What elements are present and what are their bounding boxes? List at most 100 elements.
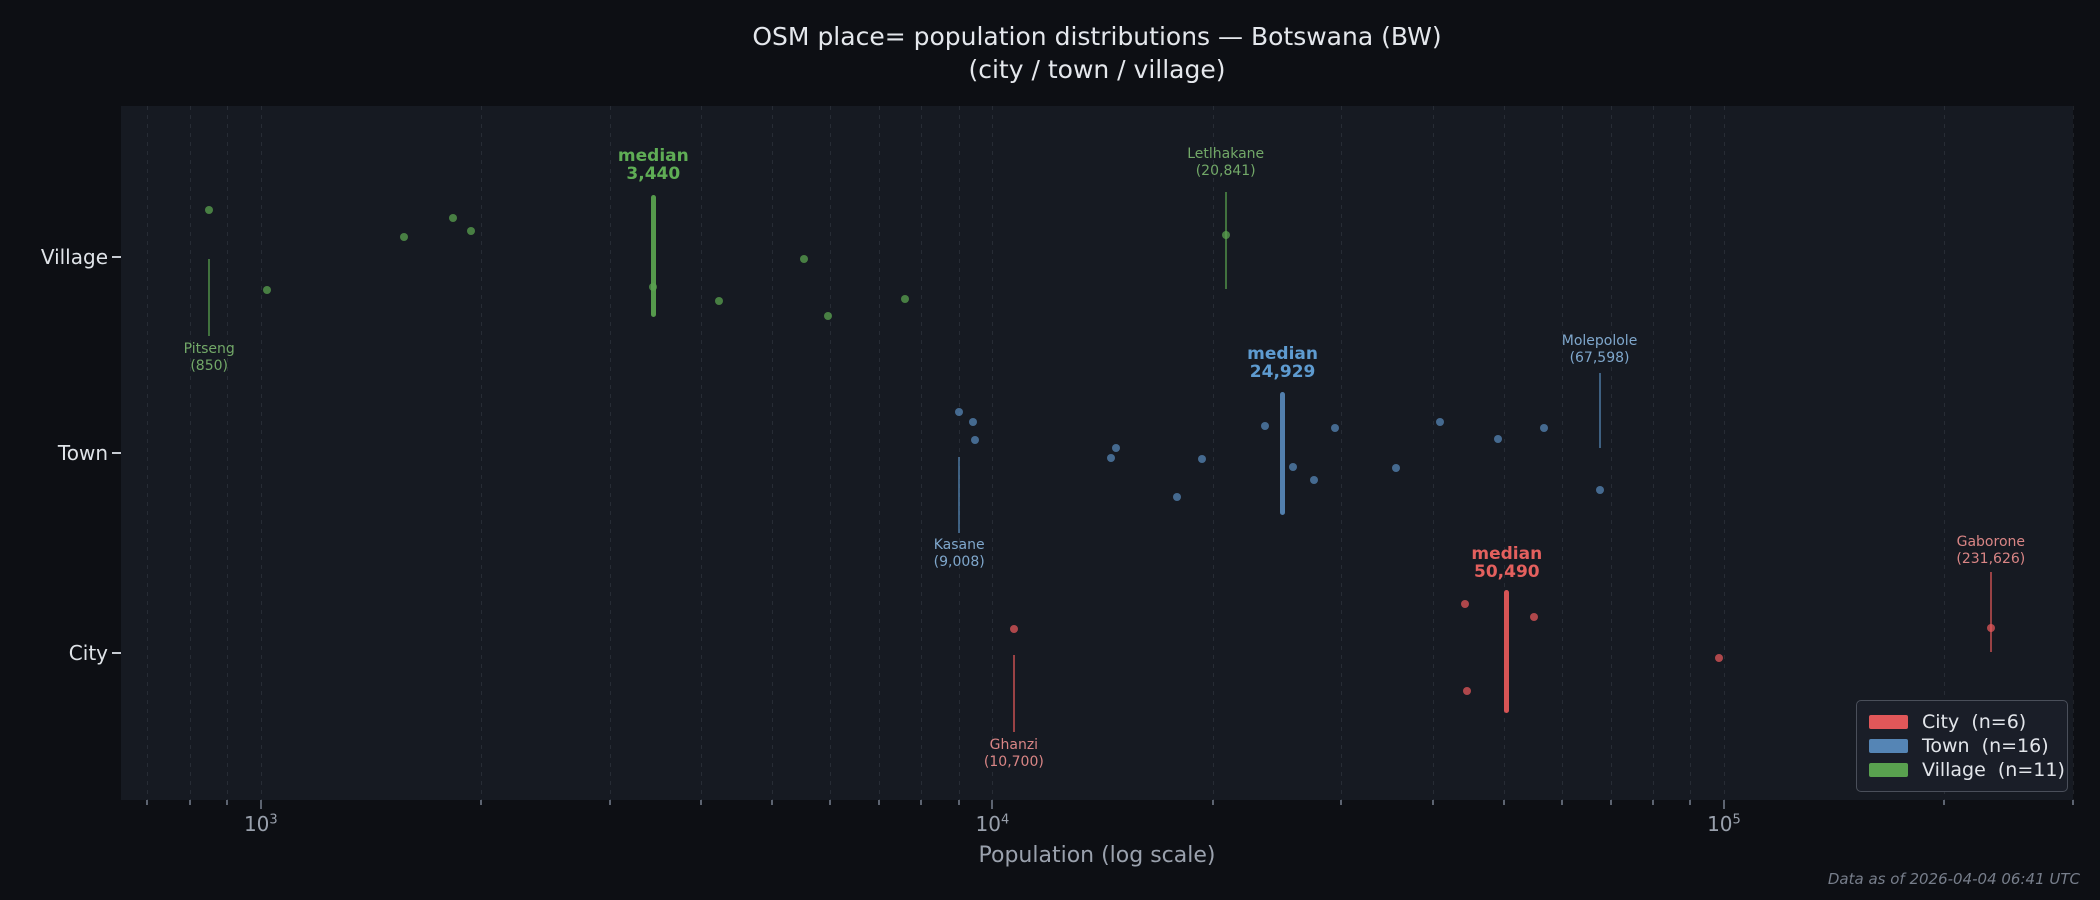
town-point xyxy=(1197,455,1206,463)
x-gridline xyxy=(879,106,881,800)
village-median-line xyxy=(650,195,656,317)
x-minor-tick xyxy=(829,800,832,805)
legend-label: Town (n=16) xyxy=(1922,735,2049,757)
village-point xyxy=(263,286,272,294)
x-minor-tick xyxy=(480,800,483,805)
x-gridline xyxy=(2073,106,2074,800)
city-median-label: median 50,490 xyxy=(1471,544,1543,582)
x-minor-tick xyxy=(1689,800,1692,805)
x-minor-tick xyxy=(1502,800,1505,805)
y-tick-mark xyxy=(112,452,121,454)
x-tick-label: 105 xyxy=(1707,812,1741,836)
y-tick-label-village: Village xyxy=(40,245,108,269)
x-minor-tick xyxy=(1560,800,1563,805)
annotation-molepolole-label: Molepolole (67,598) xyxy=(1561,333,1638,366)
town-point xyxy=(1309,476,1318,484)
village-point xyxy=(649,283,658,291)
town-point xyxy=(1391,464,1400,472)
legend-swatch xyxy=(1869,715,1908,729)
x-gridline xyxy=(1503,106,1505,800)
x-gridline xyxy=(481,106,483,800)
legend: City (n=6) Town (n=16) Village (n=11) xyxy=(1856,700,2068,792)
town-point xyxy=(1595,486,1604,494)
x-gridline xyxy=(921,106,923,800)
legend-swatch xyxy=(1869,763,1908,777)
town-median-line xyxy=(1280,392,1286,515)
x-axis-label: Population (log scale) xyxy=(978,843,1216,868)
y-tick-label-town: Town xyxy=(57,441,108,465)
village-point xyxy=(823,312,832,320)
x-gridline xyxy=(1432,106,1434,800)
x-gridline xyxy=(227,106,229,800)
x-major-tick xyxy=(991,800,994,809)
village-point xyxy=(900,295,909,303)
legend-item: Village (n=11) xyxy=(1869,758,2065,782)
x-gridline xyxy=(1690,106,1692,800)
x-gridline xyxy=(260,106,262,800)
legend-swatch xyxy=(1869,739,1908,753)
x-minor-tick xyxy=(1609,800,1612,805)
town-point xyxy=(971,436,980,444)
chart-subtitle: (city / town / village) xyxy=(968,55,1226,84)
x-gridline xyxy=(830,106,832,800)
y-tick-mark xyxy=(112,652,121,654)
annotation-ghanzi-label: Ghanzi (10,700) xyxy=(983,737,1044,770)
legend-item: Town (n=16) xyxy=(1869,734,2055,758)
x-gridline xyxy=(1723,106,1725,800)
village-point xyxy=(400,233,409,241)
x-minor-tick xyxy=(957,800,960,805)
x-tick-label: 103 xyxy=(243,812,278,836)
legend-item: City (n=6) xyxy=(1869,710,2055,734)
city-point xyxy=(1530,613,1539,621)
title-block: OSM place= population distributions — Bo… xyxy=(121,20,2073,86)
x-minor-tick xyxy=(1943,800,1946,805)
town-point xyxy=(1107,454,1116,462)
x-gridline xyxy=(1212,106,1214,800)
annotation-kasane-line xyxy=(958,457,961,533)
x-gridline xyxy=(189,106,191,800)
y-tick-mark xyxy=(112,256,121,258)
village-point xyxy=(715,297,724,305)
city-point xyxy=(1009,625,1018,633)
x-gridline xyxy=(1341,106,1343,800)
x-gridline xyxy=(1561,106,1563,800)
town-point xyxy=(1260,422,1269,430)
x-minor-tick xyxy=(1211,800,1214,805)
x-minor-tick xyxy=(226,800,229,805)
village-median-label: median 3,440 xyxy=(617,146,689,184)
annotation-letlhakane-label: Letlhakane (20,841) xyxy=(1187,146,1265,179)
annotation-letlhakane-line xyxy=(1224,192,1227,289)
annotation-molepolole-line xyxy=(1598,373,1601,448)
town-point xyxy=(955,408,964,416)
village-point xyxy=(205,206,214,214)
town-point xyxy=(1112,444,1121,452)
x-gridline xyxy=(701,106,703,800)
town-point xyxy=(1494,435,1503,443)
x-tick-label: 104 xyxy=(975,812,1010,836)
annotation-gaborone-label: Gaborone (231,626) xyxy=(1956,534,2026,567)
x-minor-tick xyxy=(1431,800,1434,805)
x-gridline xyxy=(147,106,149,800)
city-point xyxy=(1714,654,1723,662)
chart-title: OSM place= population distributions — Bo… xyxy=(752,22,1442,51)
legend-label: City (n=6) xyxy=(1922,711,2027,733)
town-median-label: median 24,929 xyxy=(1247,344,1319,382)
x-gridline xyxy=(958,106,960,800)
village-point xyxy=(799,255,808,263)
x-minor-tick xyxy=(2072,800,2074,805)
town-point xyxy=(1540,424,1549,432)
x-gridline xyxy=(609,106,611,800)
town-point xyxy=(1435,418,1444,426)
x-gridline xyxy=(1610,106,1612,800)
x-minor-tick xyxy=(700,800,703,805)
footer-note: Data as of 2026-04-04 06:41 UTC xyxy=(1827,870,2080,888)
town-point xyxy=(1330,424,1339,432)
town-point xyxy=(1288,463,1297,471)
annotation-pitseng-line xyxy=(208,259,211,336)
x-minor-tick xyxy=(608,800,611,805)
city-point xyxy=(1461,600,1470,608)
village-point xyxy=(467,227,476,235)
x-gridline xyxy=(992,106,994,800)
x-major-tick xyxy=(1722,800,1725,809)
y-tick-label-city: City xyxy=(68,641,108,665)
